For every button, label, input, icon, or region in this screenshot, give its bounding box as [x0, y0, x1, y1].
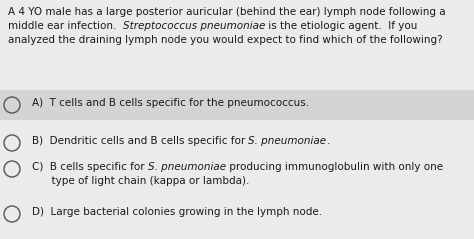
Text: C)  B cells specific for: C) B cells specific for [32, 162, 148, 172]
Bar [0, 90, 474, 120]
Text: Streptococcus pneumoniae: Streptococcus pneumoniae [123, 21, 265, 31]
Text: D)  Large bacterial colonies growing in the lymph node.: D) Large bacterial colonies growing in t… [32, 207, 322, 217]
Text: analyzed the draining lymph node you would expect to find which of the following: analyzed the draining lymph node you wou… [8, 35, 443, 45]
Text: S. pneumoniae: S. pneumoniae [148, 162, 226, 172]
Text: .: . [327, 136, 330, 146]
Text: S. pneumoniae: S. pneumoniae [248, 136, 327, 146]
Text: type of light chain (kappa or lambda).: type of light chain (kappa or lambda). [32, 176, 249, 186]
Text: A 4 YO male has a large posterior auricular (behind the ear) lymph node followin: A 4 YO male has a large posterior auricu… [8, 7, 446, 17]
Text: middle ear infection.: middle ear infection. [8, 21, 123, 31]
Text: A)  T cells and B cells specific for the pneumococcus.: A) T cells and B cells specific for the … [32, 98, 309, 108]
Text: B)  Dendritic cells and B cells specific for: B) Dendritic cells and B cells specific … [32, 136, 248, 146]
Text: is the etiologic agent.  If you: is the etiologic agent. If you [265, 21, 418, 31]
Text: producing immunoglobulin with only one: producing immunoglobulin with only one [226, 162, 443, 172]
